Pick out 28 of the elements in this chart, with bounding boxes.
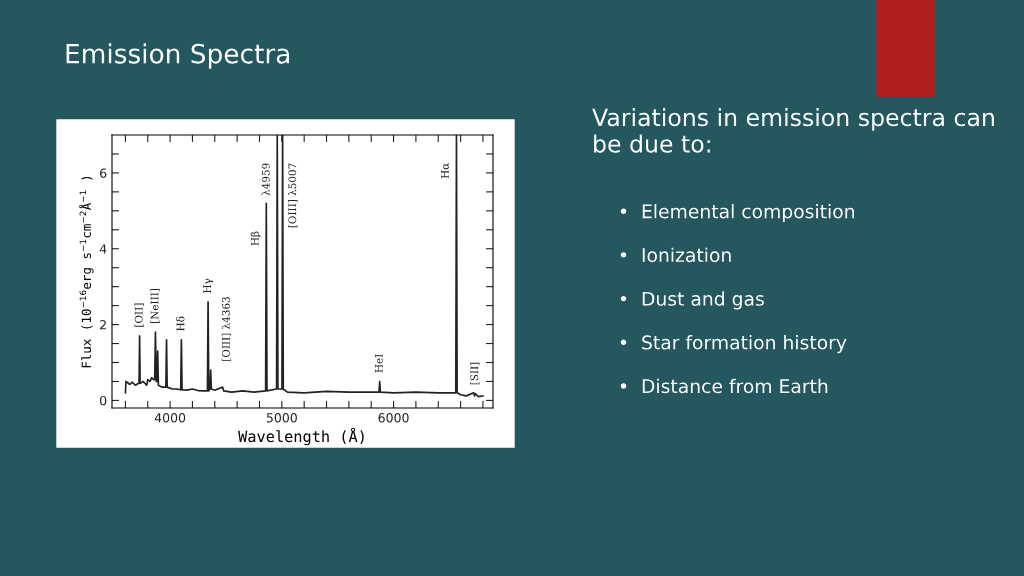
annotation: [SII] — [470, 362, 480, 385]
x-tick-label: 4000 — [154, 413, 186, 423]
text: Flux (10$^{−16}$erg s$^{−1}$cm$^{−2}$Å$^{−1}$ ) — [79, 176, 94, 368]
annotation: λ4959 — [261, 163, 270, 196]
annotation: Hα — [441, 163, 449, 179]
text: • Dust and gas — [620, 291, 764, 310]
annotation: Hβ — [250, 231, 261, 246]
annotation: Hγ — [203, 278, 214, 293]
y-tick-label: 4 — [99, 244, 107, 254]
annotation: [OIII] λ5007 — [288, 163, 298, 228]
text: • Ionization — [620, 247, 731, 263]
annotation: [OIII] λ4363 — [221, 297, 232, 361]
y-tick-label: 2 — [100, 320, 106, 330]
annotation: HeI — [374, 354, 383, 373]
y-tick-label: 6 — [100, 168, 107, 178]
line-series — [124, 135, 484, 398]
text: • Star formation history — [620, 335, 847, 354]
annotation: [OII] — [134, 303, 144, 327]
text: • Distance from Earth — [620, 378, 828, 394]
chart-title: Emission Spectra — [66, 43, 290, 69]
annotation: [NeIII] — [150, 288, 160, 323]
x-axis-title: Wavelength (Å) — [238, 427, 364, 446]
x-tick-label: 5000 — [266, 413, 297, 423]
y-tick-label: 0 — [100, 395, 107, 406]
text: Variations in emission spectra can be due to: — [592, 108, 994, 153]
text: • Elemental composition — [620, 203, 854, 223]
x-tick-label: 6000 — [378, 413, 409, 423]
annotation: Hδ — [176, 316, 185, 331]
